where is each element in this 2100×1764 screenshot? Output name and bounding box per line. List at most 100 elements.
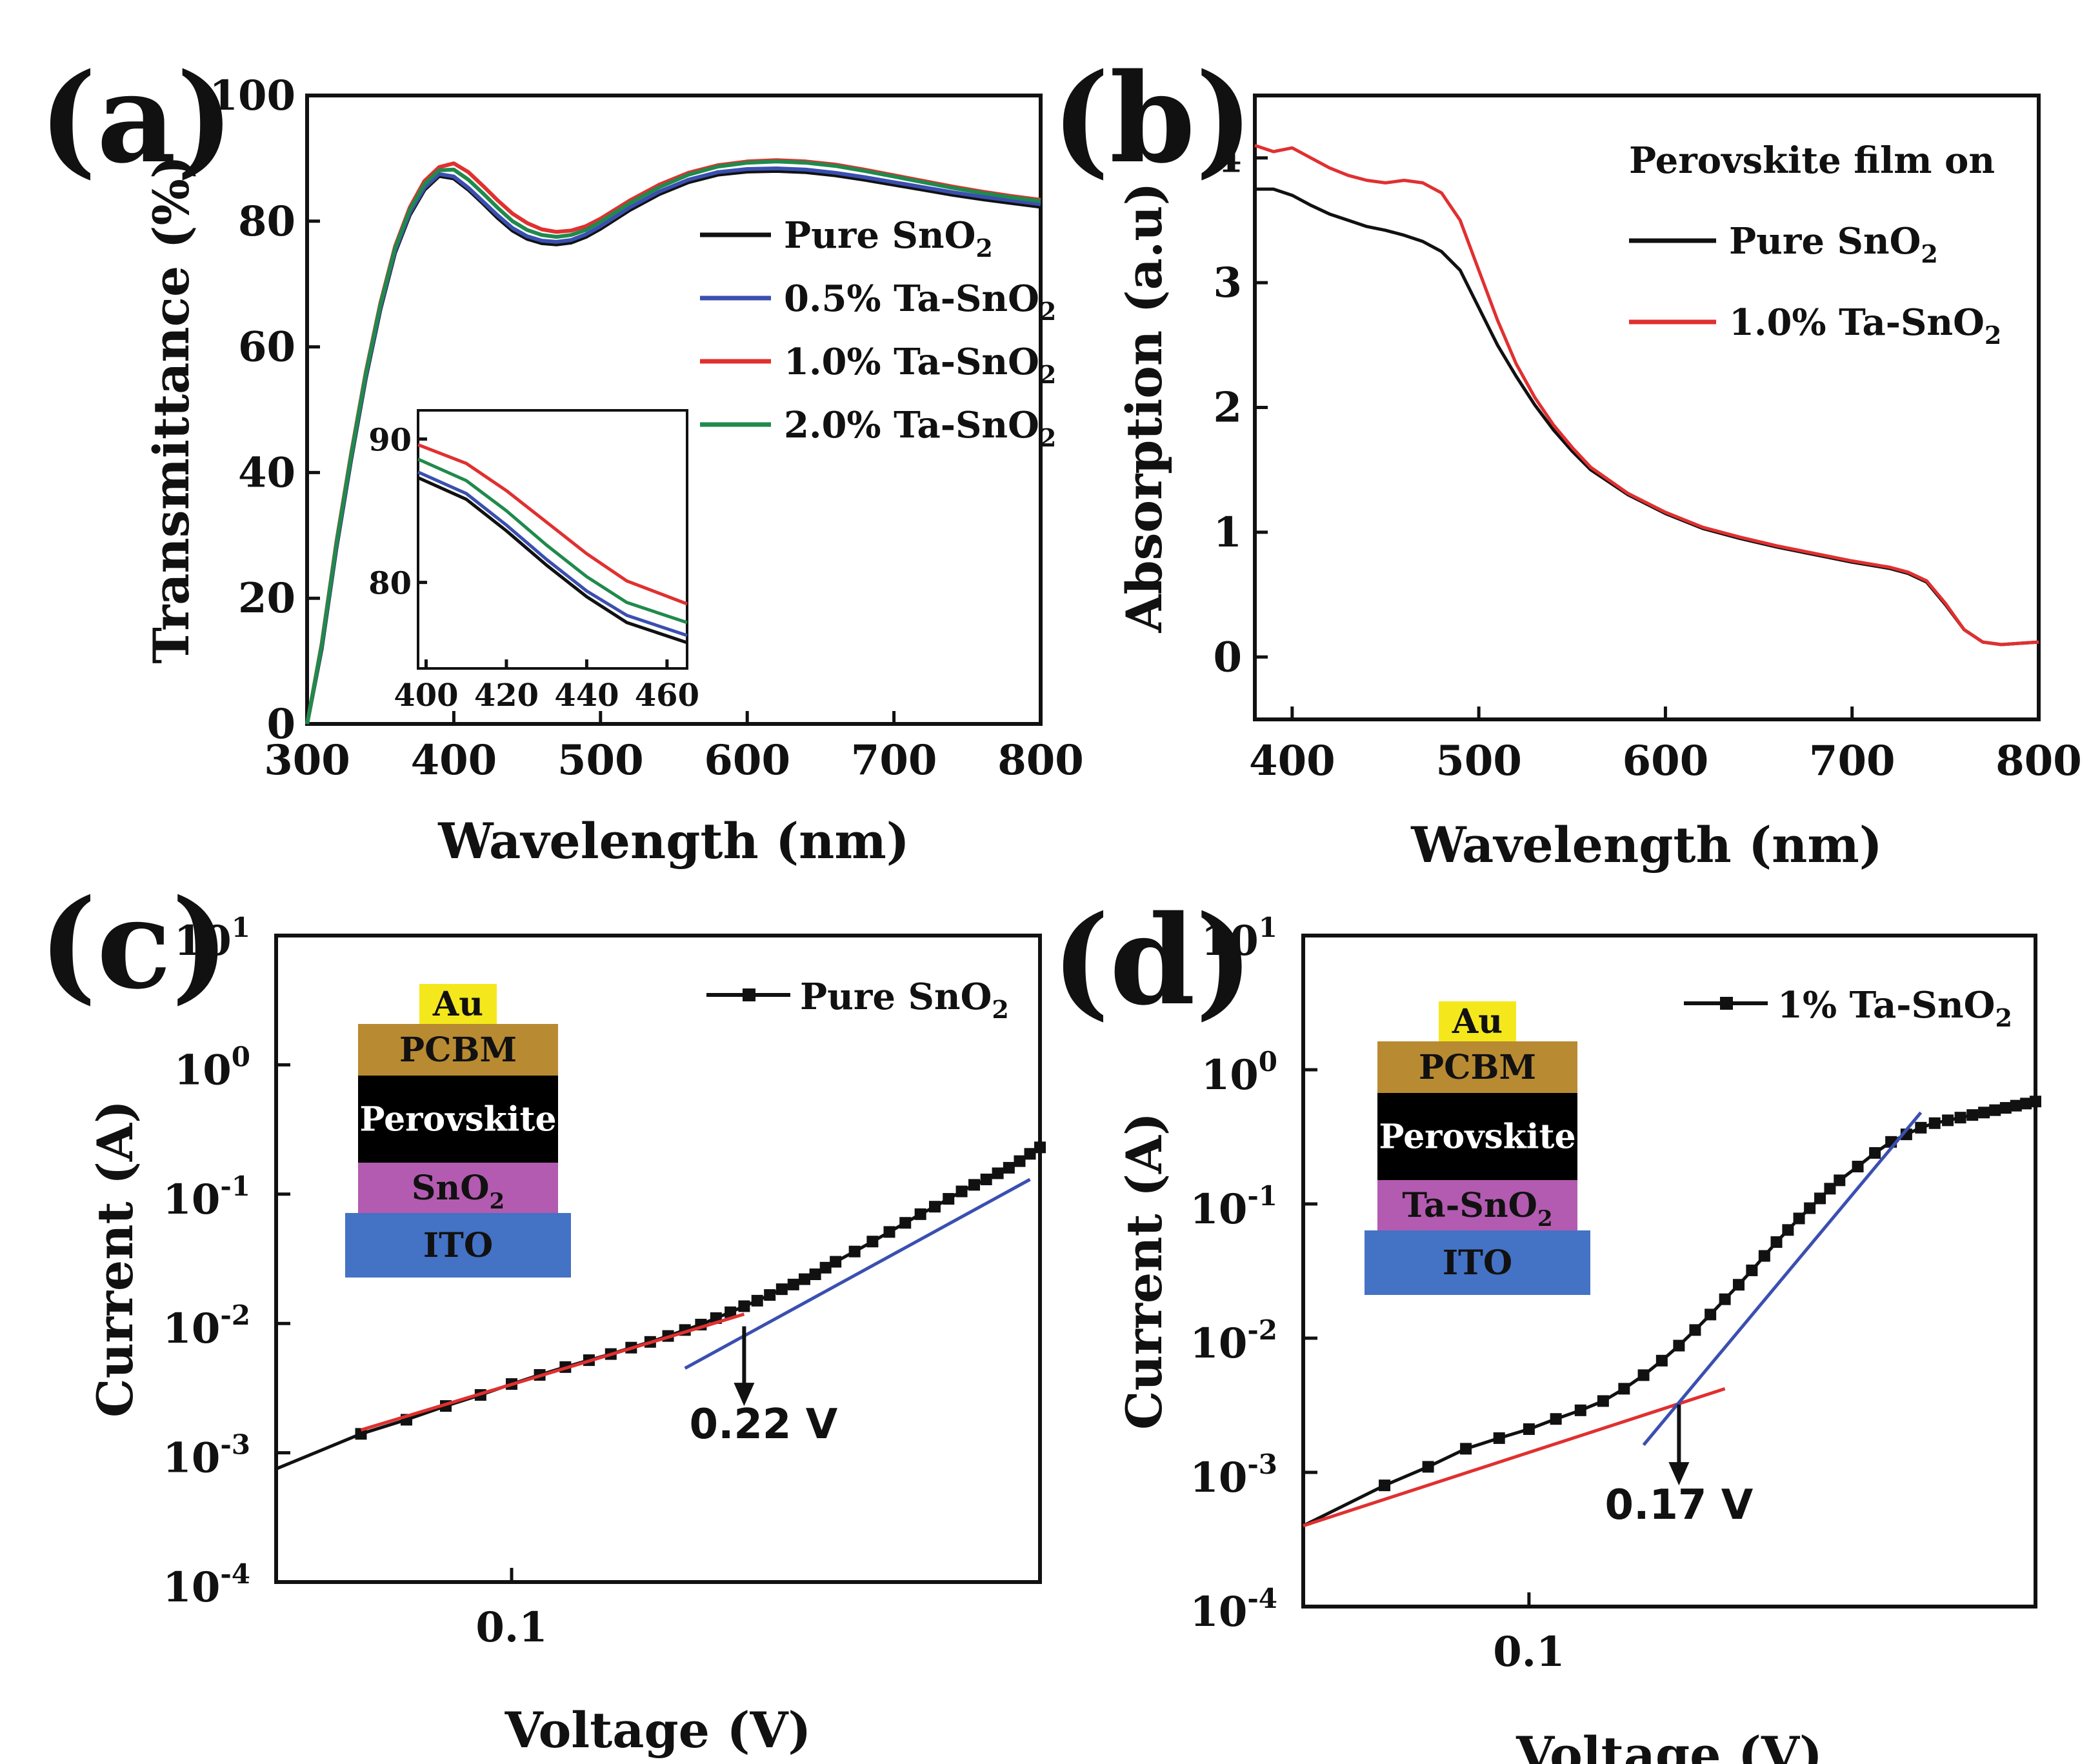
inset-series-line [417,457,688,625]
y-tick-label: 10-3 [163,1429,250,1483]
y-tick-label-base: 10 [163,1434,220,1483]
data-marker [1024,1148,1036,1160]
annotation-arrow-head [734,1383,755,1407]
data-marker [1782,1224,1794,1236]
plot-frame [274,934,1042,1584]
inset-x-tick-label: 460 [635,677,699,714]
y-tick-label-base: 10 [1190,1588,1247,1636]
data-marker [928,1201,941,1213]
legend-label-base: 1% Ta-SnO [1777,984,1995,1027]
fit-high-line [684,1178,1031,1370]
panel-a: (a) 300 400 500 600 700 800 0 20 40 60 80 100 Wavelen… [39,46,1084,870]
data-marker [1989,1104,2001,1116]
panel-label-a: (a) [39,46,234,190]
x-tick-label: 700 [1809,737,1895,785]
data-marker [848,1245,861,1258]
y-tick-label: 3 [1213,259,1242,307]
data-marker [738,1300,750,1312]
y-tick-label-exponent: -2 [1247,1314,1277,1346]
y-tick-label: 10-4 [1190,1583,1277,1636]
y-tick-label-base: 10 [1190,1319,1247,1368]
annotation-label: 0.22 V [690,1401,838,1448]
stack-layer-label: ITO [423,1226,493,1265]
data-marker [1834,1174,1846,1187]
y-tick-label: 40 [238,448,295,497]
data-marker [1793,1212,1805,1225]
y-tick-label-exponent: -4 [220,1558,250,1590]
y-tick-label-base: 10 [174,1046,232,1094]
data-marker [1824,1183,1836,1195]
data-marker [1746,1264,1758,1276]
inset-x-tick-label: 420 [474,677,539,714]
legend-label: 0.5% Ta-SnO2 [784,277,1056,326]
y-tick-label-exponent: 1 [1259,912,1277,943]
data-marker [1770,1236,1783,1248]
data-marker [1966,1109,1979,1121]
stack-layer [358,1163,558,1213]
x-axis-title: Wavelength (nm) [437,812,910,870]
data-marker [866,1236,879,1248]
inset-x-tick-label: 440 [554,677,619,714]
stack-layer-label: Ta-SnO2 [1402,1186,1552,1232]
y-tick-label: 0 [1213,633,1242,681]
x-tick-label: 500 [1435,737,1522,785]
x-axis-title: Voltage (V) [1515,1726,1823,1764]
data-marker [2030,1096,2041,1108]
y-tick-label: 10-4 [163,1558,250,1612]
data-marker [1915,1121,1927,1134]
data-marker [1804,1202,1816,1214]
stack-layer-label: Au [432,985,483,1024]
legend-label-base: 1.0% Ta-SnO [784,341,1039,383]
data-marker [980,1173,992,1185]
legend-title: Perovskite film on [1629,139,1995,182]
stack-layer-label: SnO2 [412,1168,505,1214]
y-tick-label: 10-1 [163,1170,250,1224]
y-tick-label-base: 10 [1201,1051,1259,1099]
y-tick-label-base: 10 [163,1563,220,1612]
legend-swatch-marker [743,988,755,1001]
plot-frame [1301,934,2037,1609]
data-marker [914,1208,926,1220]
data-marker [1574,1404,1586,1416]
y-tick-label: 80 [238,197,295,246]
data-marker [1493,1432,1505,1444]
legend-label-base: 2.0% Ta-SnO [784,404,1039,446]
stack-layer [358,1076,558,1163]
panel-label: (c) [39,872,229,1016]
legend-label-subscript: 2 [1995,1003,2012,1032]
data-marker [968,1179,981,1191]
data-marker [1954,1112,1966,1124]
y-tick-label: 10-2 [163,1299,250,1353]
fit-high-line [1642,1111,1923,1447]
y-tick-label-base: 10 [1190,1454,1247,1502]
stack-layer-label: ITO [1443,1243,1512,1283]
y-tick-label: 101 [174,912,250,965]
legend-label-base: Pure SnO [784,214,975,257]
stack-layer [1377,1180,1577,1230]
series-line [1254,144,2039,646]
legend-label-base: 0.5% Ta-SnO [784,277,1039,320]
x-tick-label: 600 [704,736,790,785]
inset-frame [417,409,688,670]
stack-layer-label-base: SnO [412,1168,490,1208]
y-tick-label-exponent: -1 [220,1170,250,1202]
data-marker [1758,1250,1770,1262]
x-tick-label: 400 [1249,737,1335,785]
y-tick-label-exponent: -4 [1247,1583,1277,1614]
data-marker [1550,1413,1562,1425]
y-axis-title: Transmittance (%) [143,155,200,664]
y-tick-label: 10-3 [1190,1448,1277,1502]
inset-y-tick-label: 80 [368,566,412,602]
stack-layer [1377,1093,1577,1180]
y-tick-label-exponent: -1 [1247,1180,1277,1212]
y-tick-label-base: 10 [174,917,232,965]
legend-label-subscript: 2 [1039,423,1056,452]
legend-label-subscript: 2 [992,995,1008,1024]
data-marker [955,1185,968,1198]
data-marker [830,1256,842,1268]
legend-label: Pure SnO2 [800,976,1009,1024]
data-marker [1379,1479,1391,1492]
y-tick-label: 101 [1201,912,1277,965]
stack-layer-label-subscript: 2 [1537,1206,1553,1232]
